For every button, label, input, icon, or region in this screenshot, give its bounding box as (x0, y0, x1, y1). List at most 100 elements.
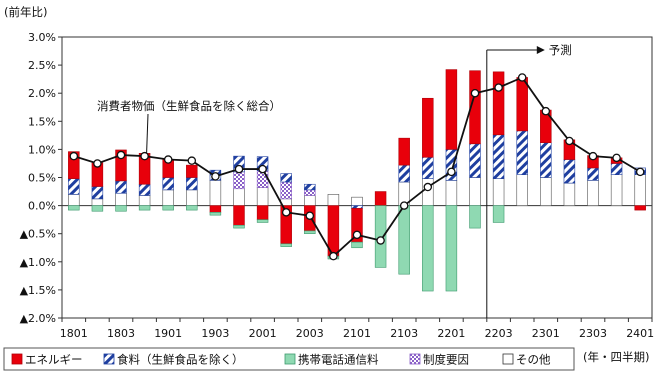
bar-mobile-1902 (186, 205, 198, 211)
cpi-point-1802 (93, 159, 102, 168)
bar-other-2302 (563, 182, 576, 206)
bar-energy-2202 (469, 70, 481, 145)
bar-mobile-2103 (398, 205, 410, 275)
bar-energy-1803 (115, 149, 127, 182)
bar-energy-2401 (634, 205, 646, 211)
cpi-point-1804 (140, 151, 149, 161)
bar-policy-1904 (233, 171, 245, 190)
x-tick-label: 1901 (154, 327, 182, 340)
y-tick-label: 0.0% (28, 200, 56, 213)
bar-food-2303 (587, 167, 599, 181)
cpi-point-2002 (281, 208, 291, 217)
bar-energy-2201 (445, 69, 458, 150)
y-tick-label: 3.0% (28, 31, 56, 44)
x-tick-label: 1803 (107, 327, 135, 340)
x-tick-label: 2203 (485, 327, 513, 340)
y-tick-label: 0.5% (28, 172, 56, 185)
cpi-point-2304 (612, 153, 621, 163)
bar-other-1804 (138, 195, 151, 206)
cpi-point-2301 (541, 106, 551, 116)
x-tick-label: 2303 (579, 327, 607, 340)
line-series-label: 消費者物価（生鮮食品を除く総合） (97, 99, 281, 113)
plot-frame (61, 36, 653, 319)
bar-food-2104 (422, 156, 434, 179)
legend-swatch-energy (11, 353, 23, 365)
bar-policy-2003 (304, 189, 316, 196)
y-tick-label: ▲0.5% (20, 228, 56, 241)
bar-mobile-1803 (115, 205, 127, 212)
bar-other-2104 (422, 178, 434, 206)
legend-label-mobile: 携帯電話通信料 (298, 353, 379, 367)
cpi-point-1801 (69, 151, 79, 161)
x-tick-label: 1903 (201, 327, 229, 340)
y-tick-label: ▲1.0% (20, 256, 56, 269)
cpi-point-1903 (211, 172, 220, 181)
bar-other-2304 (610, 174, 623, 206)
legend-label-policy: 制度要因 (423, 353, 469, 367)
bar-other-1803 (115, 192, 127, 206)
bar-other-2004 (327, 194, 340, 206)
y-axis: 3.0% 2.5% 2.0% 1.5% 1.0% 0.5% 0.0% ▲0.5% ▲1.0% ▲1… (20, 31, 62, 325)
bar-other-2003 (304, 195, 316, 206)
bar-energy-2104 (422, 97, 434, 158)
bar-energy-1902 (186, 164, 198, 178)
cpi-point-2401 (635, 167, 645, 177)
forecast-label: 予測 (549, 43, 572, 57)
x-unit-label: (年・四半期) (583, 350, 649, 364)
bar-food-2204 (516, 130, 528, 175)
x-axis: 1801 1803 1901 1903 2001 2003 2101 2103 2201 2203… (60, 318, 654, 340)
cpi-point-1904 (234, 164, 244, 174)
cpi-point-2201 (447, 167, 456, 177)
cpi-point-1803 (116, 150, 126, 160)
bar-food-1803 (115, 180, 127, 194)
bar-food-2002 (280, 173, 292, 183)
bar-energy-1903 (209, 205, 222, 213)
legend-label-other: その他 (516, 353, 551, 367)
legend-swatch-mobile (284, 353, 296, 365)
x-tick-label: 2401 (626, 327, 654, 340)
bar-food-2202 (469, 143, 481, 178)
bar-mobile-1903 (209, 212, 222, 216)
bar-food-1902 (186, 177, 198, 191)
bar-food-2103 (398, 164, 410, 183)
y-tick-label: ▲1.5% (20, 284, 56, 297)
y-tick-label: 1.0% (28, 143, 56, 156)
bar-other-1903 (209, 180, 222, 206)
forecast-marker (486, 46, 545, 318)
bar-energy-2103 (398, 137, 410, 166)
line-label-pointer (146, 113, 149, 154)
bar-energy-2102 (374, 191, 387, 206)
y-tick-label: 1.5% (28, 115, 56, 128)
bar-other-1901 (162, 189, 174, 206)
bar-mobile-2003 (304, 230, 316, 234)
bar-mobile-2104 (422, 205, 434, 292)
x-tick-label: 2301 (532, 327, 560, 340)
y-tick-label: 2.0% (28, 87, 56, 100)
bar-mobile-2201 (445, 205, 458, 292)
line-series (69, 73, 645, 261)
legend-label-energy: エネルギー (25, 353, 83, 367)
bar-mobile-1802 (91, 205, 104, 212)
cpi-point-2303 (588, 151, 598, 161)
cpi-point-2202 (470, 88, 480, 98)
bar-other-2401 (634, 174, 646, 206)
x-tick-label: 1801 (60, 327, 88, 340)
bar-energy-2203 (492, 71, 505, 136)
x-tick-label: 2201 (437, 327, 465, 340)
bar-energy-2001 (256, 205, 269, 220)
x-tick-label: 2103 (390, 327, 418, 340)
bar-mobile-2002 (280, 243, 292, 247)
legend: エネルギー 食料（生鮮食品を除く） 携帯電話通信料 制度要因 その他 (3, 347, 575, 371)
cpi-point-2101 (352, 230, 362, 240)
legend-label-food: 食料（生鮮食品を除く） (117, 353, 244, 367)
bar-food-1801 (68, 178, 80, 195)
cpi-point-2103 (399, 201, 409, 210)
cpi-point-2204 (517, 73, 527, 82)
y-tick-label: 2.5% (28, 59, 56, 72)
bar-other-1902 (186, 189, 198, 206)
bar-policy-2002 (280, 181, 292, 200)
cpi-point-2001 (258, 164, 267, 174)
bar-other-1904 (233, 188, 245, 206)
bar-energy-1801 (68, 151, 80, 179)
